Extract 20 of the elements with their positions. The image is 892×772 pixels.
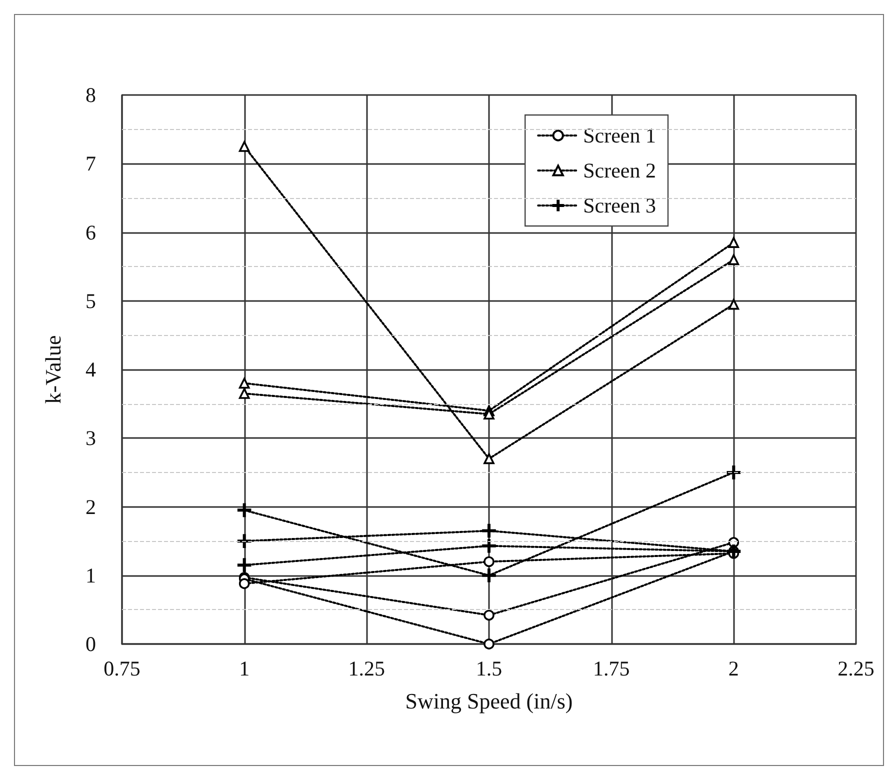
legend-label: Screen 2 xyxy=(583,158,656,182)
y-tick-label: 1 xyxy=(86,563,96,588)
x-tick-label: 1.25 xyxy=(348,656,386,680)
y-tick-label: 5 xyxy=(86,288,96,313)
x-tick-label: 1 xyxy=(239,656,250,680)
x-tick-label: 2 xyxy=(728,656,739,680)
y-tick-label: 3 xyxy=(86,426,96,450)
legend-label: Screen 3 xyxy=(583,194,656,218)
y-tick-label: 2 xyxy=(86,494,96,519)
y-tick-label: 4 xyxy=(86,358,96,382)
y-tick-label: 0 xyxy=(86,632,96,656)
x-axis-title: Swing Speed (in/s) xyxy=(405,688,573,714)
y-tick-label: 8 xyxy=(86,83,96,107)
x-tick-label: 0.75 xyxy=(104,656,140,680)
y-tick-label: 7 xyxy=(86,152,96,176)
y-axis-title: k-Value xyxy=(40,335,66,404)
y-tick-label: 6 xyxy=(86,220,96,244)
x-tick-label: 1.75 xyxy=(592,656,630,680)
x-tick-label: 2.25 xyxy=(838,656,874,680)
x-tick-label: 1.5 xyxy=(476,656,502,680)
